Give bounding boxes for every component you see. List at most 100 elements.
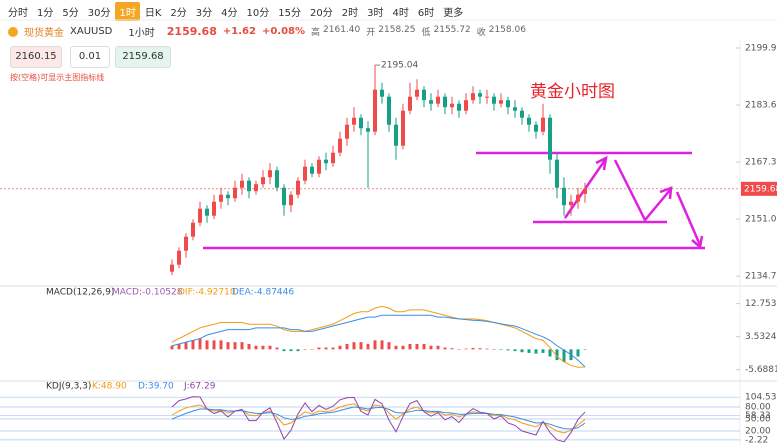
macd-bar	[555, 349, 559, 361]
y-tick-label: -2.22	[745, 435, 768, 444]
candle-body	[191, 222, 195, 237]
y-tick-label: -5.68813	[745, 365, 777, 375]
macd-bar	[576, 349, 580, 357]
stats: 高 2161.40 开 2158.25 低 2155.72 收 2158.06	[311, 25, 529, 38]
macd-bar	[562, 349, 566, 362]
period[interactable]: 10分	[246, 8, 270, 19]
period[interactable]: 30分	[87, 8, 111, 19]
interval[interactable]: 1小时	[128, 28, 155, 39]
candle-body	[506, 100, 510, 108]
macd-bar	[450, 348, 454, 350]
macd-bar	[191, 340, 195, 350]
candle-body	[331, 152, 335, 164]
candle-body	[569, 201, 573, 206]
macd-bar	[527, 349, 531, 353]
legend-entry: DEA:-4.87446	[232, 288, 294, 298]
macd-bar	[373, 340, 377, 350]
period[interactable]: 2时	[341, 8, 359, 19]
macd-bar	[212, 340, 216, 350]
macd-bar	[499, 349, 503, 350]
candle-body	[380, 89, 384, 97]
macd-bar	[464, 348, 468, 350]
period[interactable]: 3时	[367, 8, 384, 19]
candle-body	[338, 138, 342, 153]
candle-body	[240, 180, 244, 188]
macd-bar	[317, 347, 321, 350]
change-pct: +0.08%	[261, 26, 306, 37]
candle-body	[170, 264, 174, 272]
candle-body	[415, 89, 419, 97]
period[interactable]: 日K	[144, 8, 162, 19]
legend-entry: DIF:-4.92710	[178, 288, 236, 298]
macd-bar	[401, 345, 405, 350]
period[interactable]: 2分	[170, 8, 187, 19]
candle-body	[408, 96, 412, 111]
lot-box[interactable]: 0.01	[70, 46, 110, 68]
indicator-line	[171, 403, 586, 434]
macd-bar	[289, 349, 293, 352]
candle-body	[366, 128, 370, 132]
candle-body	[492, 96, 496, 104]
stat-value: 2158.25	[378, 25, 416, 35]
period[interactable]: 15分	[278, 8, 302, 19]
stat-label: 开	[366, 28, 376, 38]
period[interactable]: 1时	[115, 2, 140, 21]
candle-body	[478, 93, 482, 97]
period[interactable]: 20分	[310, 8, 333, 19]
macd-bar	[331, 347, 335, 350]
period[interactable]: 1分	[37, 8, 54, 19]
candle-body	[261, 177, 265, 185]
macd-bar	[387, 342, 391, 350]
candle-body	[268, 170, 272, 178]
period[interactable]: 4时	[392, 8, 409, 19]
macd-bar	[457, 349, 461, 350]
candle-body	[401, 110, 405, 146]
macd-bar	[408, 343, 412, 350]
name[interactable]: 现货黄金	[24, 28, 64, 39]
macd-bar	[282, 349, 286, 352]
candle-body	[275, 170, 279, 188]
period[interactable]: 更多	[443, 8, 464, 19]
indicator-line	[171, 406, 586, 430]
candle-body	[562, 187, 566, 206]
stat-value: 2158.06	[488, 25, 526, 35]
stat-label: 收	[476, 28, 486, 38]
sell-box[interactable]: 2160.15	[10, 46, 62, 68]
macd-bar	[205, 340, 209, 350]
macd-bar	[170, 345, 174, 350]
macd-bar	[352, 342, 356, 350]
y-tick-label: 2199.91	[745, 44, 777, 54]
macd-bar	[184, 342, 188, 350]
stat-label: 高	[311, 28, 321, 38]
period[interactable]: 3分	[195, 8, 213, 19]
macd-bar	[240, 342, 244, 350]
period[interactable]: 5分	[62, 8, 79, 19]
candle-body	[583, 188, 587, 194]
macd-bar	[569, 349, 573, 361]
candle-body	[471, 93, 475, 101]
candle-body	[373, 89, 377, 132]
candle-body	[443, 96, 447, 108]
macd-bar	[436, 345, 440, 350]
macd-bar	[415, 343, 419, 350]
macd-bar	[303, 349, 307, 350]
legend-entry: MACD:-0.10528	[112, 288, 183, 298]
macd-bar	[226, 342, 230, 350]
macd-bar	[198, 338, 202, 350]
candle-body	[296, 180, 300, 195]
annotation: 2195.04	[381, 61, 418, 71]
price: 2159.68	[166, 25, 217, 38]
period[interactable]: 4分	[221, 8, 238, 19]
macd-bar	[429, 345, 433, 350]
y-tick-label: 12.75304	[745, 299, 777, 309]
buy-box[interactable]: 2159.68	[115, 46, 171, 68]
candle-body	[282, 187, 286, 206]
macd-bar	[506, 349, 510, 351]
candle-body	[198, 208, 202, 223]
candle-body	[429, 100, 433, 104]
period[interactable]: 6时	[417, 8, 435, 19]
period[interactable]: 分时	[8, 8, 28, 19]
candle-body	[520, 110, 524, 118]
hint: 按(空格)可显示主图指标线	[10, 73, 105, 82]
